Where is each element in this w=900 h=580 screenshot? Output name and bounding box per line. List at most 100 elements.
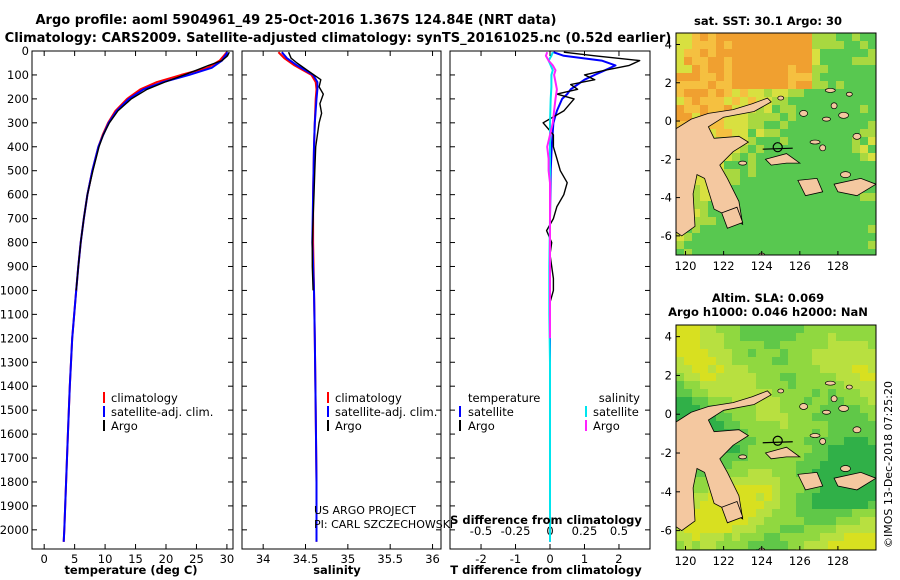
map-cell <box>732 73 740 81</box>
map-cell <box>716 49 724 57</box>
x-tick-label: 35 <box>341 552 356 566</box>
map-cell <box>820 121 828 129</box>
map-cell <box>748 113 756 121</box>
map-cell <box>732 397 740 405</box>
map-cell <box>732 341 740 349</box>
map-cell <box>804 193 812 201</box>
map-cell <box>700 225 708 233</box>
map-cell <box>708 65 716 73</box>
map-cell <box>804 525 812 533</box>
map-cell <box>788 33 796 41</box>
map-cell <box>828 201 836 209</box>
map-cell <box>716 349 724 357</box>
map-cell <box>868 381 876 389</box>
map-cell <box>812 485 820 493</box>
map-cell <box>692 97 700 105</box>
map-cell <box>748 477 756 485</box>
map-cell <box>764 325 772 333</box>
map-cell <box>820 233 828 241</box>
map-cell <box>868 233 876 241</box>
map-cell <box>852 357 860 365</box>
map-cell <box>788 477 796 485</box>
map-cell <box>756 517 764 525</box>
map-cell <box>700 57 708 65</box>
map-cell <box>780 89 788 97</box>
map-cell <box>836 73 844 81</box>
map-cell <box>716 41 724 49</box>
difference-bottom-xlabel: T difference from climatology <box>450 563 642 577</box>
map-cell <box>804 533 812 541</box>
map-cell <box>740 249 748 255</box>
map-cell <box>804 461 812 469</box>
map-cell <box>740 509 748 517</box>
map-cell <box>868 509 876 517</box>
map-cell <box>708 349 716 357</box>
map-cell <box>732 373 740 381</box>
map-cell <box>788 533 796 541</box>
map-cell <box>676 325 684 333</box>
land-outline <box>764 153 802 166</box>
map-cell <box>756 233 764 241</box>
map-cell <box>820 177 828 185</box>
map-cell <box>804 501 812 509</box>
map-cell <box>868 517 876 525</box>
map-cell <box>700 525 708 533</box>
map-cell <box>860 81 868 89</box>
map-cell <box>804 421 812 429</box>
map-cell <box>828 209 836 217</box>
map-cell <box>836 373 844 381</box>
map-cell <box>788 333 796 341</box>
map-cell <box>812 517 820 525</box>
map-cell <box>692 325 700 333</box>
map-cell <box>860 333 868 341</box>
map-cell <box>788 461 796 469</box>
map-cell <box>852 65 860 73</box>
map-cell <box>804 517 812 525</box>
map-cell <box>796 97 804 105</box>
map-cell <box>844 249 852 255</box>
map-cell <box>684 73 692 81</box>
map-cell <box>740 493 748 501</box>
map-cell <box>796 501 804 509</box>
map-cell <box>724 333 732 341</box>
map-cell <box>692 89 700 97</box>
map-cell <box>796 341 804 349</box>
temperature-xlabel: temperature (deg C) <box>64 563 197 577</box>
map-cell <box>804 493 812 501</box>
sla-map-title-line2: Argo h1000: 0.046 h2000: NaN <box>668 305 868 319</box>
map-cell <box>844 81 852 89</box>
map-cell <box>780 389 788 397</box>
map-cell <box>740 541 748 549</box>
map-cell <box>764 177 772 185</box>
map-cell <box>796 113 804 121</box>
map-cell <box>772 501 780 509</box>
island <box>738 454 748 460</box>
map-cell <box>788 357 796 365</box>
map-cell <box>676 533 684 541</box>
map-cell <box>780 113 788 121</box>
map-cell <box>724 525 732 533</box>
map-cell <box>828 365 836 373</box>
map-cell <box>756 373 764 381</box>
map-cell <box>772 209 780 217</box>
map-cell <box>708 325 716 333</box>
map-cell <box>804 233 812 241</box>
map-cell <box>852 325 860 333</box>
map-cell <box>724 225 732 233</box>
map-cell <box>780 233 788 241</box>
map-cell <box>796 81 804 89</box>
legend-satellite-label: satellite-adj. clim. <box>335 405 437 419</box>
map-cell <box>868 413 876 421</box>
map-cell <box>788 365 796 373</box>
x-tick-label: 34.5 <box>293 552 319 566</box>
map-cell <box>868 169 876 177</box>
map-cell <box>732 325 740 333</box>
map-cell <box>692 105 700 113</box>
map-cell <box>868 469 876 477</box>
map-cell <box>804 445 812 453</box>
map-cell <box>772 517 780 525</box>
map-cell <box>852 349 860 357</box>
map-cell <box>700 201 708 209</box>
map-cell <box>852 461 860 469</box>
map-cell <box>780 161 788 169</box>
